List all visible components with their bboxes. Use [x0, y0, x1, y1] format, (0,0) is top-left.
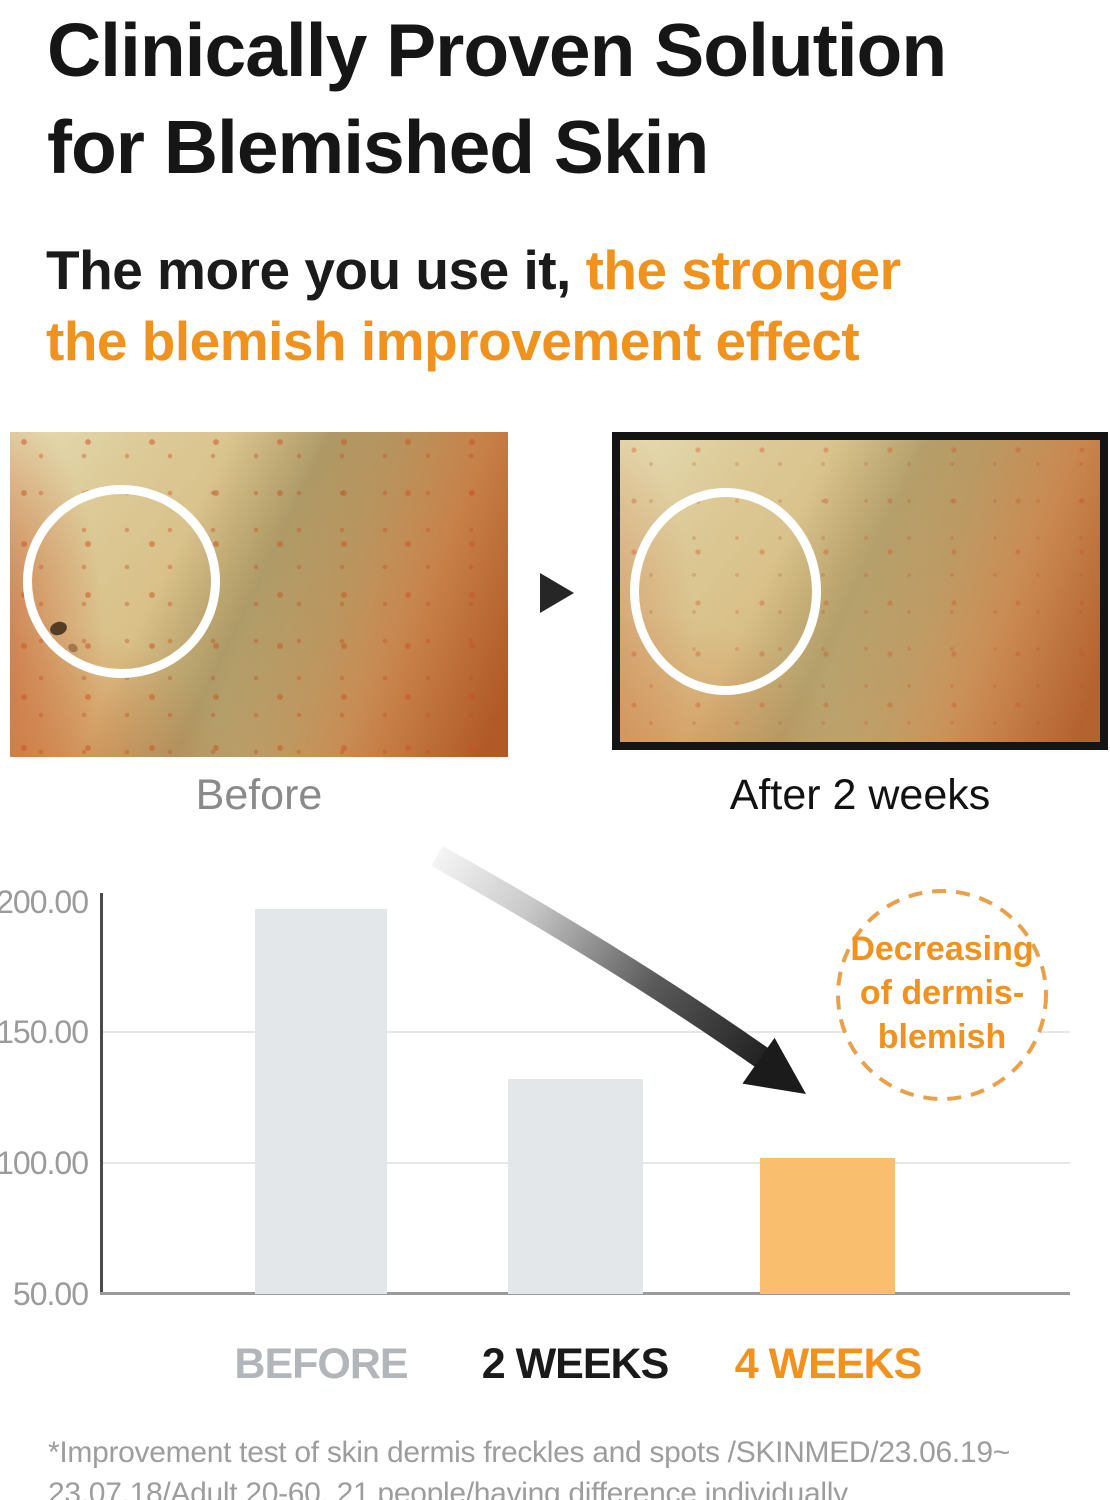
y-tick-100: 100.00 — [0, 1145, 89, 1181]
y-tick-150: 150.00 — [0, 1014, 89, 1050]
subtitle: The more you use it, the stronger the bl… — [46, 235, 901, 377]
before-after-arrow-icon — [540, 573, 574, 613]
annotation-line1: Decreasing — [850, 930, 1034, 968]
y-tick-200: 200.00 — [0, 884, 89, 920]
page-title-line1: Clinically Proven Solution — [47, 8, 947, 92]
y-axis-line — [100, 893, 103, 1295]
x-label-4weeks: 4 WEEKS — [734, 1340, 923, 1388]
bar-4weeks — [760, 1158, 895, 1294]
annotation-line3: blemish — [877, 1018, 1007, 1056]
before-photo — [10, 432, 508, 757]
annotation-line2: of dermis- — [859, 974, 1025, 1012]
after-focus-circle — [630, 488, 821, 695]
after-photo-frame — [612, 432, 1108, 750]
subtitle-line1: The more you use it, the stronger — [46, 235, 901, 306]
footnote: *Improvement test of skin dermis freckle… — [48, 1432, 1010, 1500]
after-caption: After 2 weeks — [729, 771, 991, 819]
subtitle-orange-part1: the stronger — [585, 239, 901, 301]
trend-arrow-head — [742, 1037, 806, 1094]
before-focus-circle — [23, 485, 220, 678]
footnote-line1: *Improvement test of skin dermis freckle… — [48, 1436, 1010, 1469]
footnote-line2: 23.07.18/Adult 20-60, 21 people/having d… — [48, 1477, 848, 1500]
y-tick-50: 50.00 — [12, 1276, 89, 1312]
before-caption: Before — [195, 771, 323, 819]
x-label-before: BEFORE — [234, 1340, 408, 1388]
annotation-label: Decreasing of dermis- blemish — [842, 927, 1042, 1059]
page-title: Clinically Proven Solution for Blemished… — [47, 2, 947, 196]
after-photo — [620, 440, 1100, 742]
subtitle-black-part: The more you use it, — [46, 239, 586, 301]
x-label-2weeks: 2 WEEKS — [481, 1340, 670, 1388]
page-title-line2: for Blemished Skin — [47, 105, 709, 189]
bar-before — [255, 909, 387, 1294]
subtitle-orange-part2: the blemish improvement effect — [46, 310, 860, 372]
bar-2weeks — [508, 1079, 643, 1294]
